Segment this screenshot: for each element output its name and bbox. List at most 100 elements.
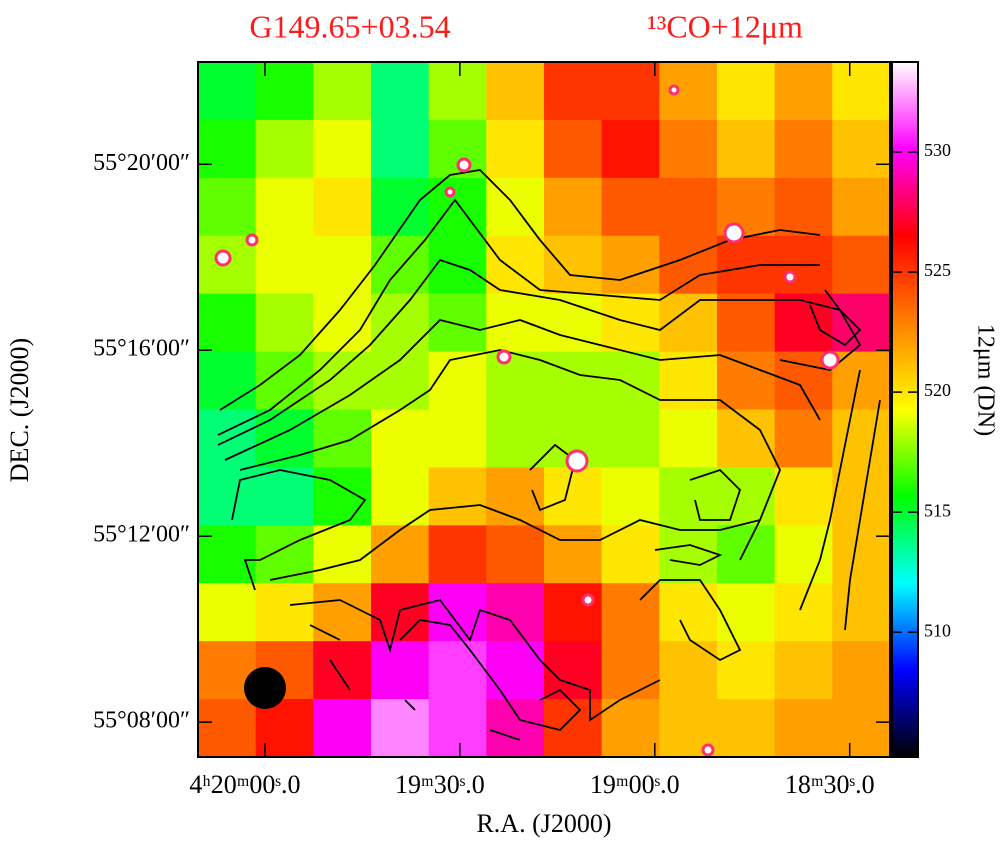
heatmap-cell <box>313 699 372 758</box>
heatmap-cell <box>601 351 660 410</box>
heatmap-cell <box>774 409 833 468</box>
heatmap-cell <box>486 235 545 295</box>
heatmap-cell <box>371 62 430 121</box>
contour <box>231 469 367 591</box>
contour <box>399 619 582 731</box>
heatmap-cell <box>428 525 487 584</box>
colorbar-tick-label: 515 <box>924 500 951 520</box>
y-tick-label: 55°08′00″ <box>93 708 190 734</box>
heatmap-cell <box>371 641 430 700</box>
heatmap-cell <box>255 293 314 353</box>
heatmap-cell <box>774 467 833 526</box>
heatmap-cell <box>198 177 257 237</box>
heatmap-cell <box>486 409 545 468</box>
heatmap-cell <box>486 293 545 353</box>
heatmap-cell <box>774 525 833 584</box>
heatmap-cell <box>313 119 372 179</box>
heatmap-cell <box>313 467 372 526</box>
heatmap-cell <box>544 119 603 179</box>
star <box>723 222 745 244</box>
star <box>783 270 797 284</box>
heatmap-cell <box>313 583 372 642</box>
x-axis-label: R.A. (J2000) <box>476 809 611 838</box>
heatmap-cell <box>774 293 833 353</box>
contour <box>224 319 821 461</box>
heatmap-cell <box>774 119 833 179</box>
contour <box>799 369 861 611</box>
heatmap-cell <box>717 583 776 642</box>
heatmap-cell <box>313 525 372 584</box>
heatmap-cell <box>198 699 257 758</box>
heatmap-cell <box>544 235 603 295</box>
heatmap-cell <box>659 177 718 237</box>
contour <box>809 289 862 347</box>
heatmap-cell <box>313 409 372 468</box>
heatmap-cell <box>255 235 314 295</box>
heatmap-cell <box>601 467 660 526</box>
heatmap-cell <box>428 351 487 410</box>
x-tick-label: 4ʰ20ᵐ00ˢ.0 <box>189 770 300 799</box>
heatmap-cell <box>198 467 257 526</box>
heatmap-cell <box>198 351 257 410</box>
heatmap-cell <box>198 293 257 353</box>
heatmap-cell <box>659 641 718 700</box>
heatmap-cell <box>486 119 545 179</box>
heatmap-cell <box>832 119 891 179</box>
star <box>565 449 589 473</box>
heatmap-cell <box>717 119 776 179</box>
heatmap-cell <box>198 62 257 121</box>
colorbar <box>891 61 919 758</box>
heatmap-cell <box>717 409 776 468</box>
heatmap-cell <box>371 293 430 353</box>
colorbar-tick-label: 525 <box>924 260 951 280</box>
heatmap-cell <box>371 351 430 410</box>
stars <box>214 84 840 757</box>
heatmap-cell <box>832 641 891 700</box>
heatmap-cell <box>371 699 430 758</box>
heatmap-cell <box>428 641 487 700</box>
heatmap-cell <box>659 525 718 584</box>
heatmap-cell <box>198 525 257 584</box>
heatmap-cell <box>601 177 660 237</box>
heatmap-cell <box>486 525 545 584</box>
heatmap-cell <box>313 62 372 121</box>
heatmap-cell <box>486 62 545 121</box>
heatmap-cell <box>659 409 718 468</box>
heatmap-cell <box>371 119 430 179</box>
heatmap-cell <box>313 641 372 700</box>
star <box>245 233 259 247</box>
heatmap-cell <box>717 525 776 584</box>
heatmap-cell <box>428 583 487 642</box>
heatmap-cell <box>544 62 603 121</box>
heatmap-cell <box>544 467 603 526</box>
heatmap-cell <box>313 177 372 237</box>
heatmap-cell <box>832 177 891 237</box>
contour <box>654 544 723 566</box>
star <box>581 593 595 607</box>
heatmap-cell <box>486 351 545 410</box>
contours <box>217 169 881 741</box>
heatmap-cell <box>255 583 314 642</box>
heatmap-cell <box>544 525 603 584</box>
x-tick-label: 19ᵐ30ˢ.0 <box>395 770 485 799</box>
heatmap-cell <box>774 699 833 758</box>
heatmap-cell <box>659 62 718 121</box>
contour <box>289 598 661 722</box>
heatmap-cell <box>544 641 603 700</box>
contour <box>239 349 781 561</box>
star <box>496 349 512 365</box>
heatmap-cell <box>832 235 891 295</box>
image <box>198 62 891 758</box>
star <box>456 157 472 173</box>
heatmap-cell <box>832 699 891 758</box>
heatmap-cell <box>428 62 487 121</box>
heatmap-cell <box>486 583 545 642</box>
star <box>820 350 840 370</box>
contour <box>309 624 521 741</box>
heatmap-cell <box>601 119 660 179</box>
x-tick-label: 18ᵐ30ˢ.0 <box>785 770 875 799</box>
y-axis-label: DEC. (J2000) <box>5 338 34 482</box>
heatmap-cell <box>601 62 660 121</box>
